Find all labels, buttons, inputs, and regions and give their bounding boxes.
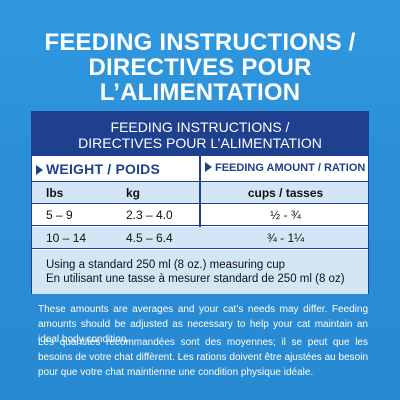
- triangle-right-icon: [36, 165, 43, 175]
- feeding-table-card: FEEDING INSTRUCTIONS / DIRECTIVES POUR L…: [31, 111, 369, 294]
- measuring-cup-note: Using a standard 250 ml (8 oz.) measurin…: [32, 250, 368, 294]
- title-line-2: DIRECTIVES POUR: [88, 54, 312, 81]
- column-divider: [199, 156, 201, 227]
- note-french: En utilisant une tasse à mesurer standar…: [46, 273, 345, 285]
- column-header-cups: cups / tasses: [247, 186, 324, 200]
- feeding-amount-header: FEEDING AMOUNT / RATION: [205, 162, 365, 174]
- cell-cups: ½ - ¾: [270, 208, 301, 222]
- table-header-line-2: DIRECTIVES POUR L’ALIMENTATION: [78, 135, 322, 151]
- page-title: FEEDING INSTRUCTIONS / DIRECTIVES POUR L…: [0, 30, 400, 105]
- footer-english-text: These amounts are averages and your cat’…: [38, 304, 368, 345]
- table-row: 10 – 14 4.5 – 6.4 ¾ - 1¼: [32, 227, 368, 249]
- cell-cups: ¾ - 1¼: [266, 231, 305, 245]
- triangle-right-icon: [205, 162, 212, 172]
- table-header: FEEDING INSTRUCTIONS / DIRECTIVES POUR L…: [32, 112, 368, 156]
- table-column-headers: lbs kg cups / tasses: [32, 182, 368, 204]
- column-header-kg: kg: [126, 186, 141, 200]
- weight-header: WEIGHT / POIDS: [36, 161, 160, 177]
- cell-kg: 4.5 – 6.4: [126, 231, 173, 245]
- table-header-line-1: FEEDING INSTRUCTIONS /: [110, 119, 290, 135]
- weight-header-label: WEIGHT / POIDS: [46, 161, 161, 177]
- title-line-1: FEEDING INSTRUCTIONS /: [44, 29, 356, 56]
- column-header-lbs: lbs: [46, 186, 64, 200]
- cell-lbs: 5 – 9: [46, 208, 73, 222]
- cell-lbs: 10 – 14: [46, 231, 87, 245]
- title-line-3: L’ALIMENTATION: [99, 79, 301, 106]
- note-english: Using a standard 250 ml (8 oz.) measurin…: [46, 259, 286, 271]
- feeding-amount-header-label: FEEDING AMOUNT / RATION: [215, 162, 366, 174]
- footer-french-text: Les quantités recommandées sont des moye…: [38, 337, 368, 378]
- cell-kg: 2.3 – 4.0: [126, 208, 173, 222]
